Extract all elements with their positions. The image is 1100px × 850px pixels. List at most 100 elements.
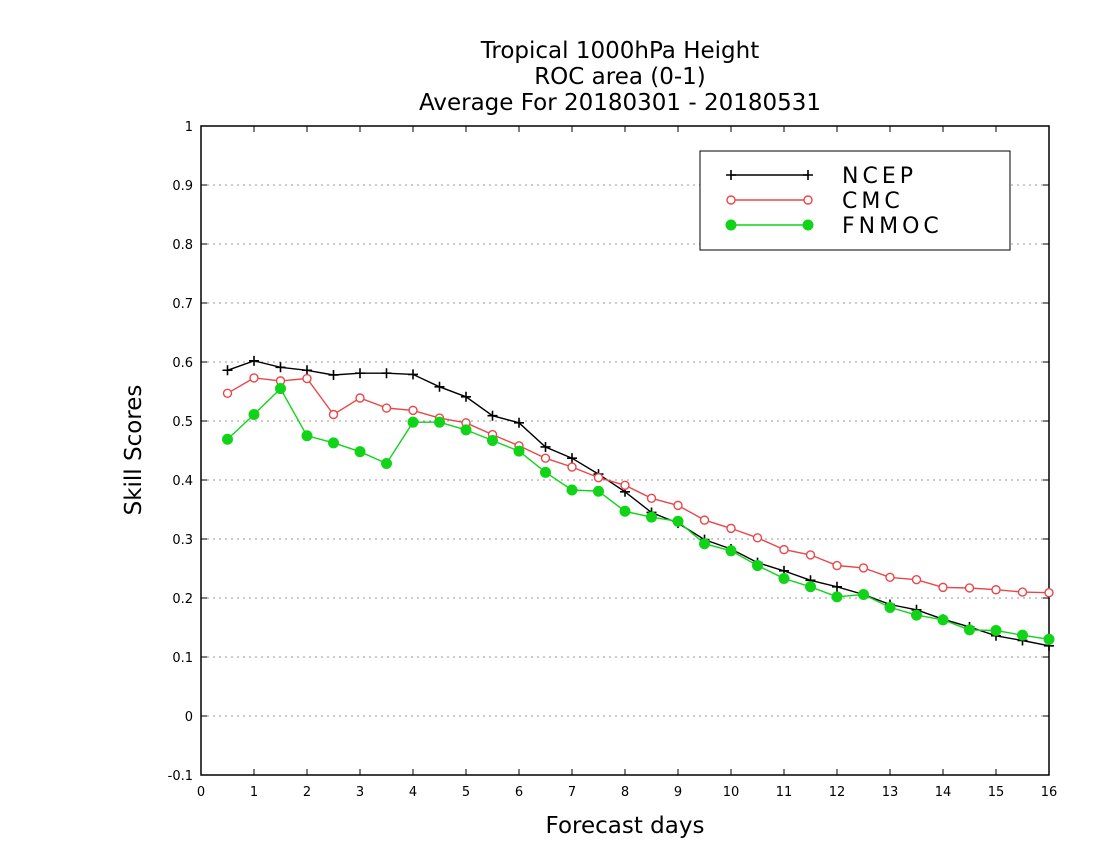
data-point-fnmoc <box>911 609 922 621</box>
gridlines <box>201 184 1049 717</box>
legend-label-cmc: CMC <box>842 189 904 214</box>
x-tick-label: 11 <box>776 785 793 800</box>
data-point-fnmoc <box>990 624 1002 636</box>
data-point-ncep <box>275 362 286 373</box>
data-point-ncep <box>567 453 577 464</box>
data-point-cmc <box>620 480 630 491</box>
chart-title-line-3: Average For 20180301 - 20180531 <box>419 90 821 116</box>
x-tick-label: 7 <box>568 785 576 800</box>
x-tick-label: 15 <box>988 785 1005 800</box>
data-point-cmc <box>938 582 948 593</box>
legend-marker-cmc <box>726 195 736 205</box>
data-point-fnmoc <box>646 511 657 523</box>
data-point-fnmoc <box>513 445 525 457</box>
data-point-fnmoc <box>275 383 286 395</box>
data-point-cmc <box>381 403 392 413</box>
legend-item-fnmoc: FNMOC <box>725 214 943 239</box>
data-point-cmc <box>540 453 551 463</box>
legend-item-cmc: CMC <box>726 189 904 214</box>
data-point-cmc <box>1044 587 1054 598</box>
data-point-ncep <box>540 441 551 452</box>
data-point-fnmoc <box>831 591 843 603</box>
y-tick-label: 0.5 <box>172 415 193 430</box>
legend-marker-cmc <box>803 195 813 205</box>
data-point-cmc <box>567 462 577 472</box>
y-tick-label: 0.6 <box>172 356 193 371</box>
data-point-ncep <box>302 365 312 376</box>
data-point-cmc <box>355 393 365 403</box>
data-point-ncep <box>514 417 524 428</box>
data-point-fnmoc <box>699 538 710 550</box>
series-line-cmc <box>227 377 1050 594</box>
x-tick-label: 9 <box>674 785 682 800</box>
legend-label-ncep: NCEP <box>842 164 917 189</box>
y-tick-label: -0.1 <box>168 769 193 784</box>
data-point-fnmoc <box>566 484 578 496</box>
data-point-ncep <box>487 410 498 421</box>
y-axis-label: Skill Scores <box>121 385 147 516</box>
x-tick-label: 10 <box>723 785 740 800</box>
chart-title: Tropical 1000hPa Height ROC area (0-1) A… <box>419 38 821 116</box>
legend-marker-ncep <box>726 170 736 180</box>
data-point-fnmoc <box>1017 629 1028 641</box>
data-point-cmc <box>408 405 418 416</box>
x-axis-label: Forecast days <box>546 813 705 839</box>
y-tick-label: 0.4 <box>172 474 193 489</box>
data-point-ncep <box>381 368 392 379</box>
legend-marker-fnmoc <box>725 219 737 231</box>
y-tick-label: 0.2 <box>172 592 193 607</box>
data-point-ncep <box>461 391 471 402</box>
data-point-fnmoc <box>884 601 896 613</box>
data-point-cmc <box>249 373 259 383</box>
x-tick-label: 16 <box>1041 785 1058 800</box>
data-point-fnmoc <box>328 437 339 449</box>
data-point-cmc <box>726 523 736 534</box>
data-point-fnmoc <box>619 505 631 517</box>
y-tick-label: 0.9 <box>172 179 193 194</box>
x-tick-label: 3 <box>356 785 364 800</box>
series-ncep <box>222 355 1054 651</box>
x-tick-label: 13 <box>882 785 899 800</box>
data-point-cmc <box>222 388 233 398</box>
y-tick-label: 0.7 <box>172 297 193 312</box>
data-point-cmc <box>699 515 710 525</box>
axis-ticks <box>200 125 1050 776</box>
data-point-cmc <box>593 472 604 483</box>
x-tick-label: 2 <box>303 785 311 800</box>
data-point-ncep <box>434 381 445 392</box>
data-point-fnmoc <box>964 624 975 636</box>
y-tick-label: 0 <box>185 710 193 725</box>
series-line-fnmoc <box>227 387 1050 640</box>
chart-title-line-2: ROC area (0-1) <box>534 64 706 90</box>
data-point-fnmoc <box>778 573 790 585</box>
y-tick-labels: -0.1 0 0.1 0.2 0.3 0.4 0.5 0.6 0.7 0.8 0.9 1 <box>168 120 193 784</box>
data-point-cmc <box>646 493 657 503</box>
data-point-fnmoc <box>460 424 472 436</box>
data-point-cmc <box>328 409 339 420</box>
data-point-fnmoc <box>407 416 419 428</box>
y-tick-label: 0.8 <box>172 238 193 253</box>
data-point-cmc <box>832 560 842 571</box>
data-point-fnmoc <box>540 466 551 478</box>
x-tick-label: 12 <box>829 785 846 800</box>
x-tick-label: 6 <box>515 785 523 800</box>
data-point-fnmoc <box>805 581 816 593</box>
data-point-fnmoc <box>725 545 737 557</box>
series-layer <box>222 355 1055 651</box>
y-tick-label: 0.1 <box>172 651 193 666</box>
data-point-cmc <box>302 373 312 384</box>
series-fnmoc <box>222 383 1055 645</box>
x-tick-label: 5 <box>462 785 470 800</box>
x-tick-label: 1 <box>250 785 258 800</box>
data-point-cmc <box>964 583 975 593</box>
legend-label-fnmoc: FNMOC <box>842 214 943 239</box>
x-tick-label: 8 <box>621 785 629 800</box>
data-point-fnmoc <box>858 588 869 600</box>
y-tick-label: 0.3 <box>172 533 193 548</box>
data-point-fnmoc <box>434 416 445 428</box>
data-point-ncep <box>355 368 365 379</box>
x-tick-labels: 0 1 2 3 4 5 6 7 8 9 10 11 12 13 14 15 16 <box>197 785 1057 800</box>
